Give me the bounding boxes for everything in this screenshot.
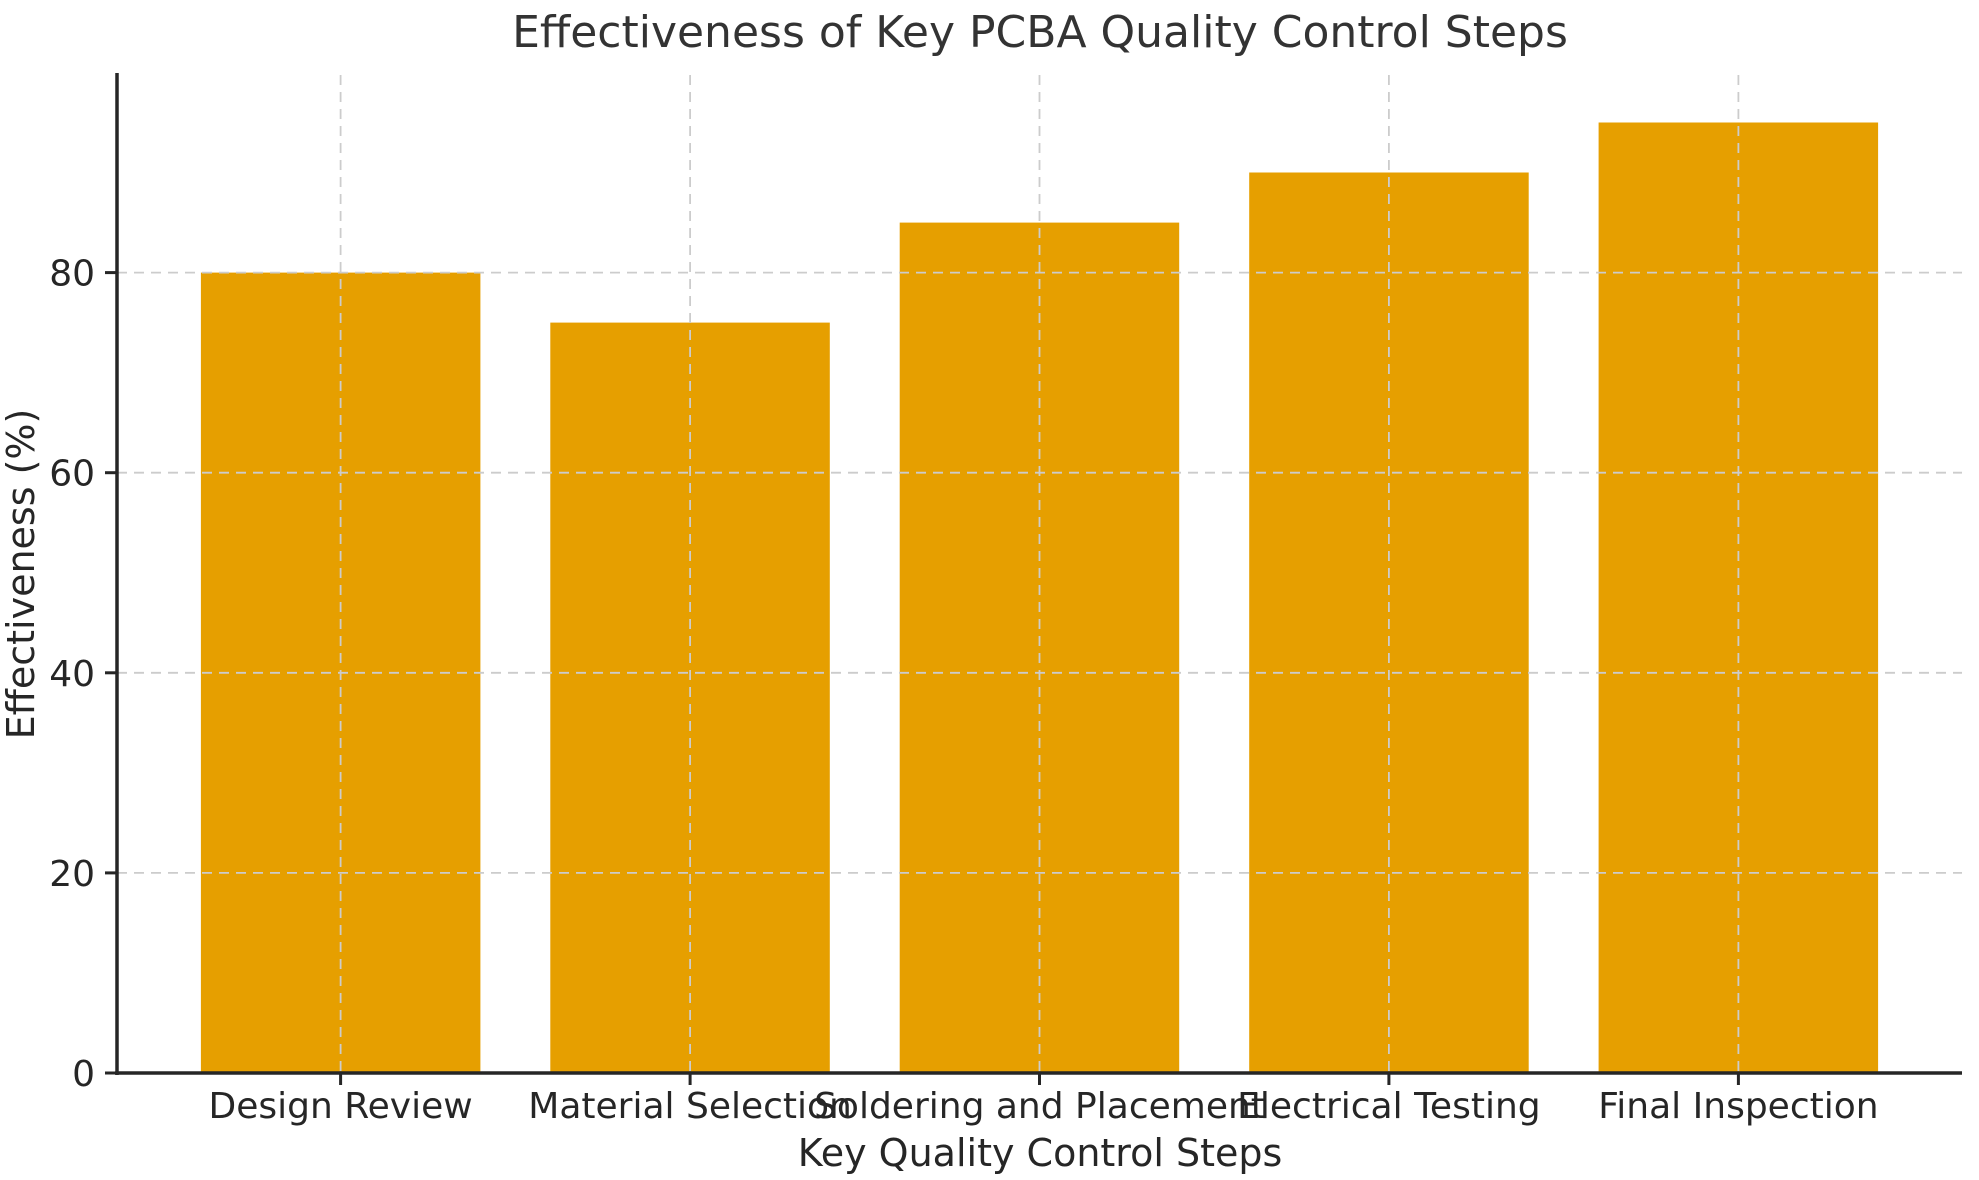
y-tick-label: 0: [72, 1054, 95, 1095]
y-tick-label: 80: [49, 254, 95, 295]
x-tick-label: Electrical Testing: [1237, 1086, 1540, 1127]
y-tick-label: 60: [49, 454, 95, 495]
x-tick-label: Final Inspection: [1598, 1086, 1878, 1127]
y-axis-label: Effectiveness (%): [0, 409, 43, 740]
x-tick-labels-group: Design Review Material SelectionSoldering…: [209, 1086, 1879, 1127]
y-tick-label: 40: [49, 654, 95, 695]
x-tick-label: Soldering and Placement: [814, 1086, 1265, 1127]
tick-marks-group: [105, 271, 1740, 1085]
x-tick-label: Material Selection: [528, 1086, 852, 1127]
chart-title: Effectiveness of Key PCBA Quality Contro…: [512, 7, 1568, 58]
gridlines-group: [117, 75, 1962, 1073]
y-tick-label: 20: [49, 854, 95, 895]
y-tick-labels-group: 0 20 40 60 80: [49, 254, 95, 1095]
x-tick-label: Design Review: [209, 1086, 473, 1127]
x-axis-label: Key Quality Control Steps: [798, 1131, 1283, 1175]
